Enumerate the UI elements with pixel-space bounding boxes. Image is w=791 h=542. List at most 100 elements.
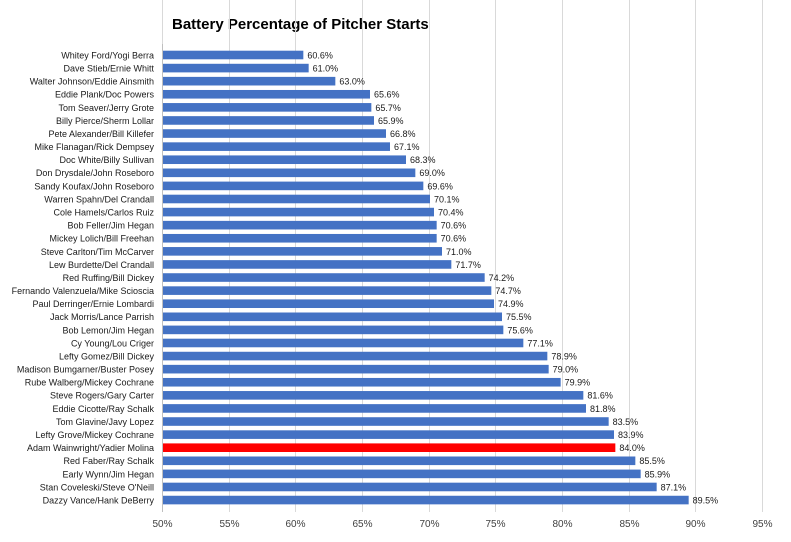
data-label: 69.6%: [427, 181, 453, 191]
data-label: 83.9%: [618, 430, 644, 440]
data-label: 89.5%: [693, 495, 719, 505]
bar: [162, 76, 336, 86]
bar: [162, 286, 492, 295]
bar: [162, 116, 374, 125]
bar: [162, 456, 636, 466]
bar: [162, 351, 548, 361]
x-tick-label: 75%: [485, 519, 505, 530]
category-label: Lefty Gomez/Bill Dickey: [59, 351, 155, 361]
x-tick-label: 65%: [352, 519, 372, 530]
category-label: Tom Glavine/Javy Lopez: [56, 417, 155, 427]
data-label: 74.2%: [489, 273, 515, 283]
data-label: 67.1%: [394, 142, 420, 152]
data-label: 63.0%: [339, 77, 365, 87]
bar: [162, 103, 372, 112]
bar: [162, 273, 485, 282]
x-tick-label: 50%: [152, 519, 172, 530]
data-label: 78.9%: [551, 351, 577, 361]
category-label: Sandy Koufax/John Roseboro: [34, 181, 154, 191]
data-label: 68.3%: [410, 155, 436, 165]
x-tick-label: 90%: [685, 519, 705, 530]
x-tick-label: 70%: [419, 519, 439, 530]
data-label: 81.6%: [587, 391, 613, 401]
bar: [162, 338, 524, 348]
bar: [162, 155, 406, 165]
category-label: Walter Johnson/Eddie Ainsmith: [30, 77, 154, 87]
x-tick-label: 60%: [285, 519, 305, 530]
data-label: 69.0%: [419, 168, 445, 178]
x-tick-label: 80%: [552, 519, 572, 530]
category-label: Billy Pierce/Sherm Lollar: [56, 116, 154, 126]
data-label: 79.9%: [565, 378, 591, 388]
bar: [162, 482, 657, 492]
category-label: Whitey Ford/Yogi Berra: [61, 50, 154, 60]
category-label: Cy Young/Lou Criger: [71, 338, 154, 348]
bar: [162, 247, 442, 256]
bar: [162, 417, 609, 426]
category-label: Eddie Cicotte/Ray Schalk: [52, 404, 154, 414]
bar: [162, 325, 504, 335]
bar: [162, 207, 434, 217]
category-label: Mike Flanagan/Rick Dempsey: [34, 142, 154, 152]
data-label: 77.1%: [527, 338, 553, 348]
category-label: Jack Morris/Lance Parrish: [50, 312, 154, 322]
category-label: Dazzy Vance/Hank DeBerry: [43, 495, 155, 505]
category-label: Bob Feller/Jim Hegan: [67, 221, 154, 231]
x-tick-label: 95%: [752, 519, 772, 530]
bar: [162, 260, 452, 269]
bar: [162, 299, 494, 309]
category-label: Fernando Valenzuela/Mike Scioscia: [12, 286, 154, 296]
data-label: 74.7%: [495, 286, 521, 296]
bar: [162, 63, 309, 73]
bar: [162, 142, 390, 151]
data-label: 79.0%: [553, 365, 579, 375]
bar: [162, 168, 416, 178]
data-label: 71.7%: [455, 260, 481, 270]
data-label: 65.6%: [374, 90, 400, 100]
bar: [162, 430, 614, 439]
category-label: Warren Spahn/Del Crandall: [44, 194, 154, 204]
category-label: Steve Carlton/Tim McCarver: [41, 247, 154, 257]
category-label: Lefty Grove/Mickey Cochrane: [35, 430, 154, 440]
bar: [162, 233, 437, 243]
data-label: 71.0%: [446, 247, 472, 257]
bar: [162, 220, 437, 230]
category-label: Stan Coveleski/Steve O'Neill: [40, 482, 154, 492]
category-label: Red Ruffing/Bill Dickey: [63, 273, 155, 283]
x-tick-label: 85%: [619, 519, 639, 530]
data-label: 87.1%: [661, 482, 687, 492]
category-label: Paul Derringer/Ernie Lombardi: [32, 299, 154, 309]
data-label: 66.8%: [390, 129, 416, 139]
data-label: 74.9%: [498, 299, 524, 309]
category-label: Early Wynn/Jim Hegan: [63, 469, 154, 479]
data-label: 84.0%: [619, 443, 645, 453]
bar: [162, 404, 586, 413]
data-label: 70.4%: [438, 207, 464, 217]
category-label: Cole Hamels/Carlos Ruiz: [53, 207, 154, 217]
data-label: 70.6%: [441, 234, 467, 244]
category-label: Doc White/Billy Sullivan: [59, 155, 154, 165]
bar: [162, 50, 304, 60]
category-label: Tom Seaver/Jerry Grote: [58, 103, 154, 113]
category-label: Bob Lemon/Jim Hegan: [62, 325, 154, 335]
data-label: 70.6%: [441, 221, 467, 231]
bar: [162, 194, 430, 204]
category-label: Don Drysdale/John Roseboro: [36, 168, 154, 178]
bar: [162, 391, 584, 400]
data-label: 70.1%: [434, 194, 460, 204]
category-label: Eddie Plank/Doc Powers: [55, 90, 155, 100]
data-label: 61.0%: [313, 63, 339, 73]
data-label: 75.6%: [507, 325, 533, 335]
category-label: Red Faber/Ray Schalk: [63, 456, 154, 466]
bar: [162, 129, 386, 138]
data-label: 81.8%: [590, 404, 616, 414]
category-label: Pete Alexander/Bill Killefer: [48, 129, 154, 139]
bar: [162, 495, 689, 505]
x-tick-label: 55%: [219, 519, 239, 530]
bar: [162, 181, 424, 191]
category-label: Mickey Lolich/Bill Freehan: [49, 234, 154, 244]
category-label: Rube Walberg/Mickey Cochrane: [25, 378, 154, 388]
category-label: Lew Burdette/Del Crandall: [49, 260, 154, 270]
